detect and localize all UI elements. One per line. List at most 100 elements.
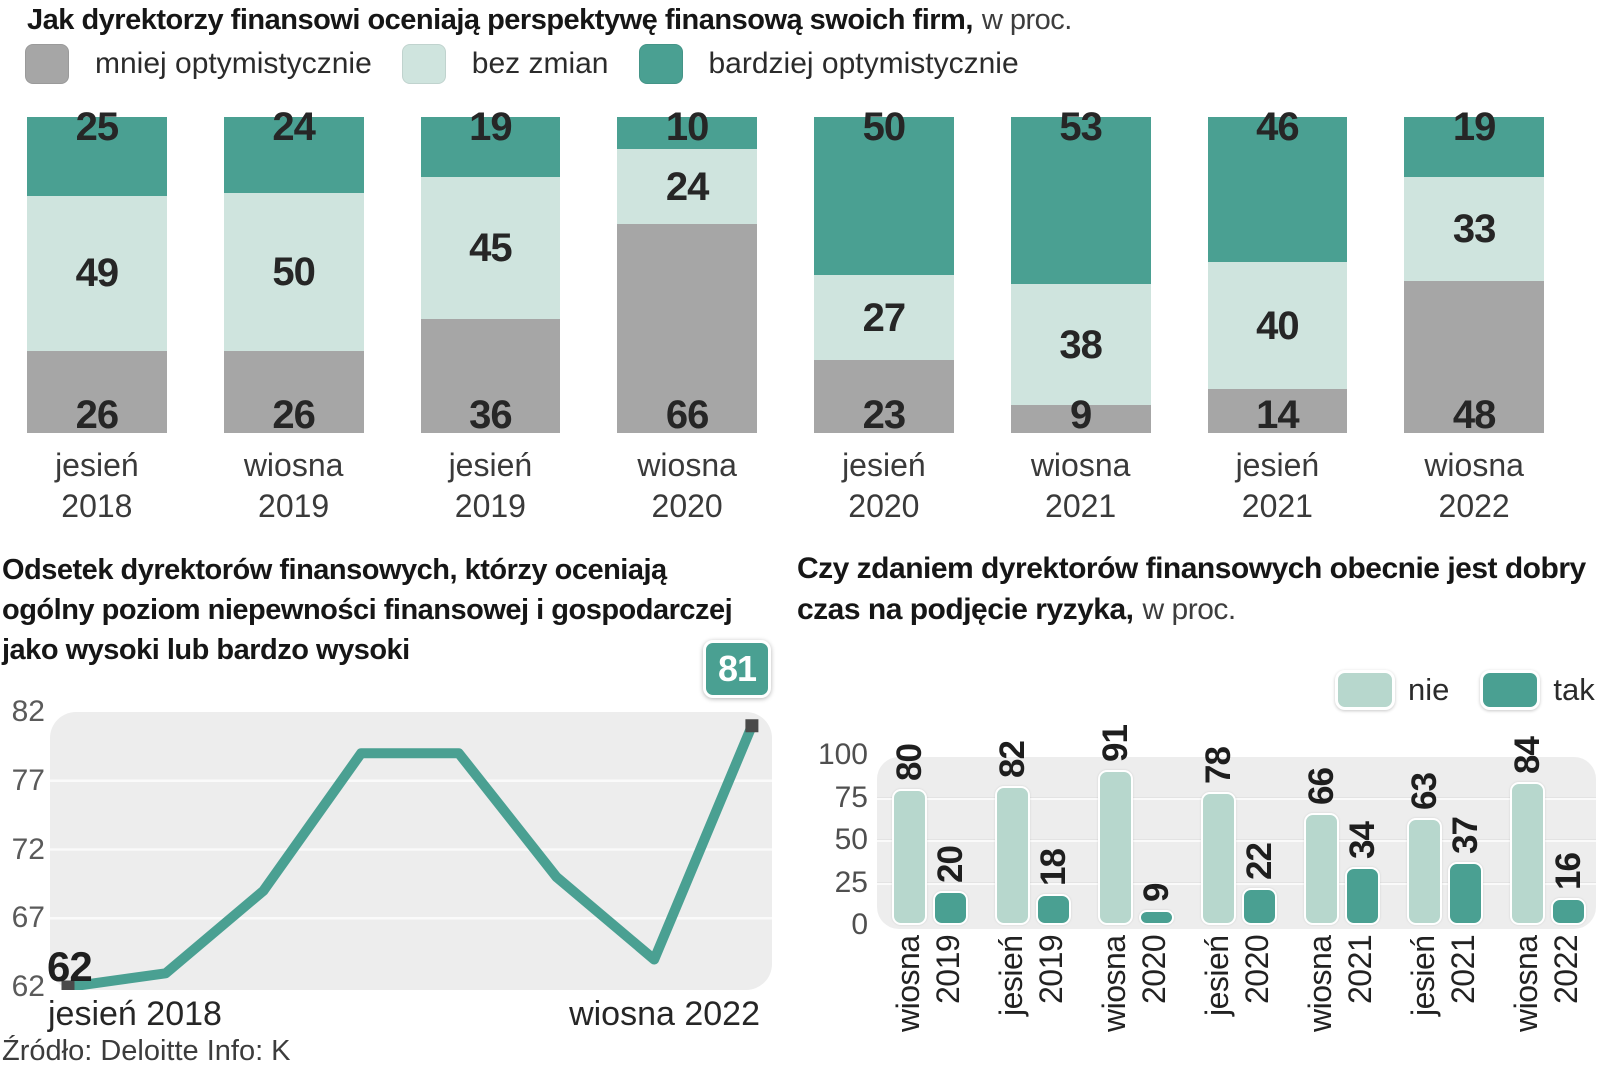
segment-mniej-optymistycznie: [1404, 281, 1544, 433]
value-label-top: 19: [469, 105, 512, 149]
y-tick-100: 100: [817, 738, 868, 771]
legend-swatch-icon: [1480, 670, 1541, 710]
segment-bez-zmian: [617, 148, 757, 225]
category-season: jesień: [448, 447, 533, 483]
category-year: 2021: [1241, 488, 1313, 524]
legend-item-mniej-optymistycznie: mniej optymistycznie: [25, 44, 372, 84]
legend-label: mniej optymistycznie: [95, 47, 372, 80]
segment-mniej-optymistycznie: [27, 350, 167, 433]
risk-legend: nie tak: [1335, 670, 1595, 710]
stacked-bar: 19 45 36: [420, 105, 561, 437]
y-tick-62: 62: [11, 970, 45, 1003]
category-season: jesień: [55, 447, 139, 483]
stacked-bar: 19 33 48: [1404, 105, 1544, 437]
y-tick-82: 82: [11, 695, 45, 728]
category-season: wiosna: [243, 447, 344, 483]
category-season: wiosna: [637, 447, 737, 483]
value-label-top: 46: [1256, 105, 1299, 149]
bar-nie-wiosna-2021: [1304, 813, 1339, 925]
stacked-bar: 53 38 9: [1010, 105, 1151, 437]
bar-group-jesień-2021: 46 40 14 jesień 2021: [1207, 105, 1348, 527]
risk-title-bold: Czy zdaniem dyrektorów finansowych obecn…: [797, 552, 1586, 626]
value-label-top: 19: [1452, 105, 1496, 149]
value-label-bottom: 66: [665, 393, 709, 437]
category-year: 2022: [1438, 488, 1510, 524]
legend-label: tak: [1553, 672, 1595, 707]
segment-bez-zmian: [420, 177, 561, 320]
category-year: 2019: [1033, 935, 1069, 1005]
category-label: wiosna 2020: [617, 445, 757, 527]
segment-mniej-optymistycznie: [223, 350, 364, 433]
value-label-middle: 27: [862, 295, 906, 340]
category-season: jesień: [842, 447, 926, 483]
category-year: 2019: [258, 488, 330, 524]
category-year: 2020: [1136, 935, 1172, 1005]
category-label: jesień 2018: [27, 445, 167, 527]
category-season: wiosna: [1096, 935, 1132, 1032]
category-label: wiosna 2019: [224, 445, 364, 527]
value-label-middle: 38: [1059, 322, 1102, 367]
bar-nie-jesień-2021: [1407, 818, 1442, 925]
bar-tak-jesień-2020: [1242, 888, 1277, 925]
category-year: 2021: [1045, 488, 1117, 524]
gridline-50: [877, 840, 1596, 842]
category-label-wiosna-2022: wiosna 2022: [1506, 935, 1590, 1080]
stacked-bar: 50 27 23: [814, 105, 954, 437]
outlook-stacked-bars: 25 49 26 jesień 2018 24 50 26 wiosna 2019 19 45 36 je…: [27, 105, 1544, 527]
stacked-bar: 46 40 14: [1207, 105, 1348, 437]
bar-nie-wiosna-2020: [1098, 770, 1133, 925]
value-label-middle: 40: [1256, 303, 1299, 348]
legend-item-tak: tak: [1480, 670, 1595, 710]
value-label-bottom: 9: [1070, 393, 1092, 437]
category-label: jesień 2021: [1208, 445, 1348, 527]
legend-label: nie: [1408, 672, 1450, 707]
x-axis-label-left: jesień 2018: [48, 995, 222, 1033]
value-label-top: 10: [665, 105, 709, 149]
bar-group-jesień-2019: 19 45 36 jesień 2019: [420, 105, 561, 527]
value-label-bottom: 26: [272, 393, 315, 437]
source-credit: Źródło: Deloitte Info: K: [2, 1035, 291, 1067]
uncertainty-plot-area: [50, 712, 772, 994]
bar-group-jesień-2020: 50 27 23 jesień 2020: [814, 105, 954, 527]
legend-item-bez-zmian: bez zmian: [401, 44, 609, 84]
bar-tak-jesień-2021: [1448, 862, 1483, 925]
bar-group-wiosna-2020: 10 24 66 wiosna 2020: [617, 105, 757, 527]
outlook-legend: mniej optymistycznie bez zmian bardziej op…: [25, 44, 1019, 84]
value-label-top: 53: [1059, 105, 1102, 149]
value-label-middle: 49: [75, 251, 119, 296]
category-year: 2021: [1445, 935, 1481, 1005]
line-start-value-label: 62: [47, 943, 93, 990]
segment-bez-zmian: [1207, 262, 1348, 389]
segment-bardziej-optymistycznie: [1404, 117, 1544, 178]
stacked-bar: 25 49 26: [27, 105, 167, 437]
bar-tak-wiosna-2022: [1551, 898, 1586, 925]
uncertainty-line: [67, 723, 757, 992]
value-label-top: 50: [862, 105, 906, 149]
category-label: jesień 2019: [421, 445, 561, 527]
category-season: jesień: [993, 935, 1029, 1016]
value-label-bottom: 23: [862, 393, 906, 437]
category-season: jesień: [1235, 447, 1320, 483]
legend-item-bardziej-optymistycznie: bardziej optymistycznie: [638, 44, 1019, 84]
bar-value-label: 37: [1445, 817, 1485, 855]
bar-value-label: 82: [992, 740, 1032, 778]
y-tick-77: 77: [11, 763, 45, 797]
segment-mniej-optymistycznie: [814, 360, 954, 433]
category-season: wiosna: [1030, 447, 1131, 483]
bar-value-label: 66: [1301, 767, 1341, 805]
category-year: 2022: [1548, 935, 1584, 1005]
category-season: wiosna: [1302, 935, 1338, 1032]
bar-group-wiosna-2019: 24 50 26 wiosna 2019: [223, 105, 364, 527]
value-label-middle: 24: [665, 164, 709, 209]
legend-label: bardziej optymistycznie: [708, 47, 1019, 80]
bar-value-label: 78: [1198, 747, 1238, 785]
risk-bar-chart: Czy zdaniem dyrektorów finansowych obecn…: [795, 545, 1606, 1080]
bar-value-label: 18: [1033, 849, 1073, 887]
value-label-top: 25: [75, 105, 119, 149]
outlook-chart-title: Jak dyrektorzy finansowi oceniają perspe…: [27, 4, 1072, 37]
bar-value-label: 80: [889, 744, 929, 781]
value-label-bottom: 26: [75, 393, 119, 437]
category-season: wiosna: [890, 935, 926, 1032]
uncertainty-chart-title: Odsetek dyrektorów finansowych, którzy o…: [2, 554, 733, 666]
segment-bez-zmian: [27, 196, 167, 351]
